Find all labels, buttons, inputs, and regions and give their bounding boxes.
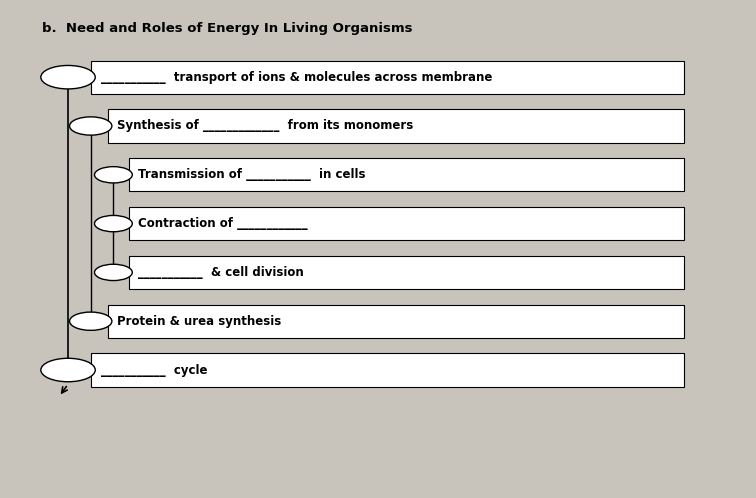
FancyBboxPatch shape xyxy=(129,256,684,289)
Ellipse shape xyxy=(41,65,95,89)
Ellipse shape xyxy=(41,358,95,382)
FancyBboxPatch shape xyxy=(108,110,684,142)
Ellipse shape xyxy=(94,264,132,280)
FancyBboxPatch shape xyxy=(108,305,684,338)
Ellipse shape xyxy=(70,312,112,330)
Ellipse shape xyxy=(70,117,112,135)
FancyBboxPatch shape xyxy=(91,61,684,94)
Text: Synthesis of _____________  from its monomers: Synthesis of _____________ from its mono… xyxy=(117,120,414,132)
Text: ___________  & cell division: ___________ & cell division xyxy=(138,266,303,279)
Text: ___________  transport of ions & molecules across membrane: ___________ transport of ions & molecule… xyxy=(101,71,492,84)
Text: ___________  cycle: ___________ cycle xyxy=(101,364,207,376)
FancyBboxPatch shape xyxy=(129,158,684,191)
Text: b.  Need and Roles of Energy In Living Organisms: b. Need and Roles of Energy In Living Or… xyxy=(42,22,412,35)
Ellipse shape xyxy=(94,167,132,183)
FancyBboxPatch shape xyxy=(91,354,684,386)
Ellipse shape xyxy=(94,216,132,232)
FancyBboxPatch shape xyxy=(129,207,684,240)
Text: Transmission of ___________  in cells: Transmission of ___________ in cells xyxy=(138,168,365,181)
Text: Protein & urea synthesis: Protein & urea synthesis xyxy=(117,315,281,328)
Text: Contraction of ____________: Contraction of ____________ xyxy=(138,217,307,230)
